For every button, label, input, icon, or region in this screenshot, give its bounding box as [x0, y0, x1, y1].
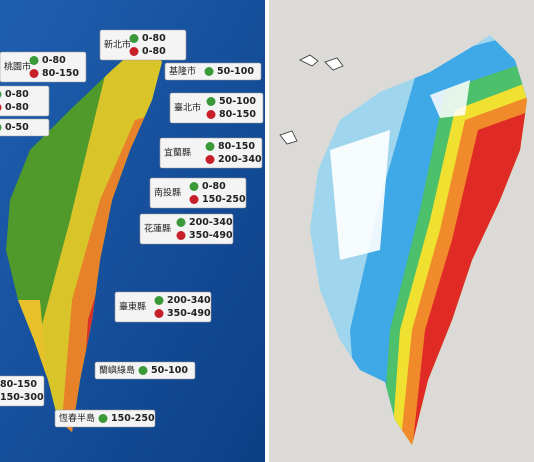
region-label: 花蓮縣 200-340 350-490	[139, 213, 234, 245]
range-icon	[98, 414, 108, 423]
range-icon	[29, 69, 39, 78]
rain-range: 80-150	[42, 68, 79, 79]
rain-range: 0-80	[142, 33, 166, 44]
label-box	[0, 51, 87, 83]
rain-range: 0-80	[5, 89, 29, 100]
range-icon	[29, 56, 39, 65]
label-box	[149, 177, 247, 209]
rain-range: 200-340	[189, 217, 233, 228]
rain-range: 0-50	[5, 122, 29, 133]
region-name: 基隆市	[169, 65, 196, 77]
rain-range: 150-300	[0, 392, 44, 403]
range-icon	[176, 231, 186, 240]
rain-range: 150-250	[202, 194, 246, 205]
label-box	[139, 213, 234, 245]
region-label: 蘭嶼綠島 50-100	[94, 361, 196, 380]
region-name: 恆春半島	[59, 412, 95, 424]
range-icon	[154, 309, 164, 318]
label-box	[99, 29, 187, 61]
rain-range: 0-80	[142, 46, 166, 57]
range-icon	[0, 124, 2, 131]
region-name: 宜蘭縣	[164, 147, 191, 159]
rain-range: 80-150	[219, 109, 256, 120]
label-box	[169, 92, 264, 124]
rain-range: 80-150	[218, 141, 255, 152]
label-box	[0, 118, 50, 137]
rain-range: 0-80	[5, 102, 29, 113]
range-icon	[205, 142, 215, 151]
region-label: 臺北市 50-100 80-150	[169, 92, 264, 124]
region-name: 南投縣	[154, 187, 181, 199]
label-box	[0, 375, 45, 407]
region-label: 臺東縣 200-340 350-490	[114, 291, 212, 323]
range-icon	[206, 97, 216, 106]
region-name: 花蓮縣	[144, 223, 171, 235]
region-label: 南投縣 0-80 150-250	[149, 177, 247, 209]
label-box	[114, 291, 212, 323]
range-icon	[129, 34, 139, 43]
region-name: 新北市	[104, 39, 131, 51]
range-icon	[204, 67, 214, 76]
rain-range: 350-490	[189, 230, 233, 241]
rain-range: 200-340	[218, 154, 262, 165]
region-label: 新北市 0-80 0-80	[99, 29, 187, 61]
range-icon	[129, 47, 139, 56]
label-box	[159, 137, 263, 169]
rain-range: 200-340	[167, 295, 211, 306]
label-box	[0, 85, 50, 117]
rain-range: 50-100	[217, 66, 254, 77]
region-label: 0-50	[0, 118, 50, 137]
rain-range: 0-80	[42, 55, 66, 66]
range-icon	[189, 195, 199, 204]
rain-range: 350-490	[167, 308, 211, 319]
rain-range: 80-150	[0, 379, 37, 390]
islands	[279, 54, 344, 145]
range-icon	[0, 91, 2, 98]
region-label: 0-80 0-80	[0, 85, 50, 117]
region-label: 桃園市 0-80 80-150	[0, 51, 87, 83]
range-icon	[206, 110, 216, 119]
range-icon	[0, 104, 2, 111]
rain-range: 50-100	[151, 365, 188, 376]
region-label: 恆春半島 150-250	[54, 409, 156, 428]
region-name: 臺東縣	[119, 301, 146, 313]
range-icon	[189, 182, 199, 191]
rain-range: 150-250	[111, 413, 155, 424]
region-label: 宜蘭縣 80-150 200-340	[159, 137, 263, 169]
region-name: 桃園市	[4, 61, 31, 73]
region-name: 蘭嶼綠島	[99, 364, 135, 376]
rain-range: 50-100	[219, 96, 256, 107]
region-label: 基隆市 50-100	[164, 62, 262, 81]
range-icon	[176, 218, 186, 227]
region-label: 80-150 150-300	[0, 375, 45, 407]
range-icon	[154, 296, 164, 305]
range-icon	[138, 366, 148, 375]
divider	[265, 0, 269, 462]
region-name: 臺北市	[174, 102, 201, 114]
right-panel	[269, 0, 534, 462]
range-icon	[205, 155, 215, 164]
rain-range: 0-80	[202, 181, 226, 192]
